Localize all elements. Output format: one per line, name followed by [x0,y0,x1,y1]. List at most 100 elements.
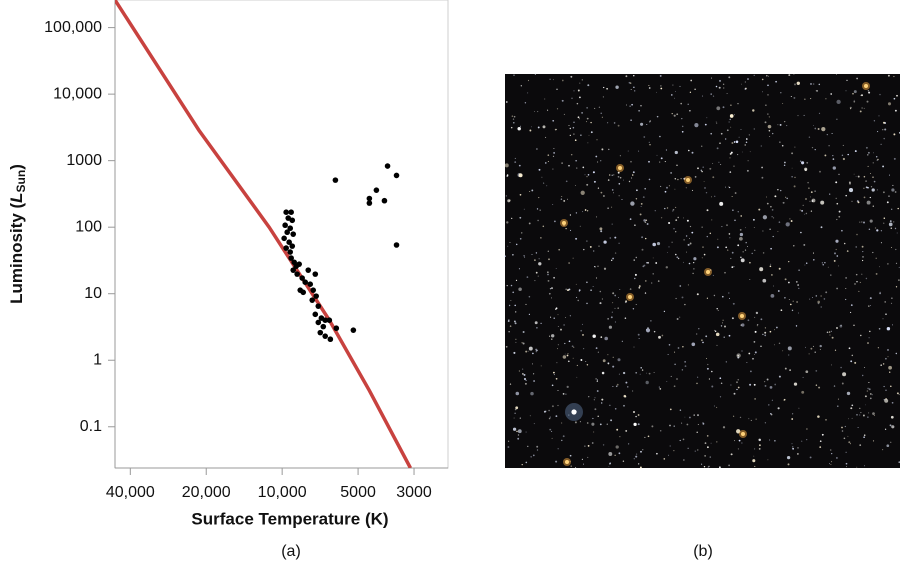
star [867,342,869,344]
star [791,443,793,445]
star [578,289,581,292]
star [506,285,508,287]
y-tick-label: 10,000 [53,85,102,102]
star [573,90,575,92]
star [729,157,731,159]
star [600,191,603,194]
star [741,442,743,444]
star [575,467,577,469]
star [606,87,608,90]
star [570,465,572,467]
star [730,384,732,386]
star [712,176,715,179]
star [764,334,767,337]
star [815,370,818,372]
star [509,241,511,244]
star [603,240,607,244]
star [555,415,558,418]
star [681,296,684,299]
star [887,349,889,351]
star [551,287,553,290]
star [720,132,723,135]
star [573,346,575,348]
x-tick-label: 10,000 [258,484,307,501]
star [651,425,654,428]
star [835,197,837,200]
star [513,351,516,354]
star [560,422,563,424]
star [536,349,538,352]
star [659,135,661,138]
star [633,75,635,77]
star-point [309,297,316,303]
star [876,229,879,232]
star [758,208,761,211]
star [768,116,770,118]
star [741,151,743,153]
star [576,102,579,105]
star [778,221,781,223]
star [846,250,849,252]
star [761,176,764,179]
star [862,414,865,417]
star [740,215,742,217]
star [723,336,725,338]
star [696,382,698,385]
star-point [393,242,400,248]
star [853,100,856,103]
star [682,438,685,441]
star [654,210,656,212]
star [762,252,765,254]
star [611,174,613,176]
star [614,236,617,239]
star-point [393,172,400,179]
star-point [300,289,307,296]
star [838,173,840,176]
star [708,465,710,468]
star [851,417,853,419]
star [579,96,581,99]
star [562,393,565,395]
star [623,394,627,398]
star [687,284,689,286]
star [531,253,533,256]
star [725,246,728,249]
star [607,122,609,124]
star [828,331,831,333]
star [853,99,855,101]
star [797,447,799,449]
star [511,217,513,220]
star [643,219,646,222]
star [612,302,614,304]
star [886,201,889,204]
star [540,365,542,367]
star [618,195,620,197]
star [710,442,712,444]
star [733,165,735,167]
star [525,379,527,382]
panel-caption: (a) [281,543,301,560]
star [632,308,635,310]
star [815,90,818,92]
star [833,385,836,387]
star [865,186,868,189]
star [527,79,530,82]
star [883,222,885,224]
star [787,463,790,466]
star [755,311,759,315]
star [632,171,635,174]
star [835,73,838,75]
star [665,149,667,151]
star [729,114,734,118]
star [529,415,531,417]
star [647,261,650,264]
star [671,241,673,243]
star [891,246,892,248]
star [639,213,642,216]
star [635,371,638,374]
star [726,92,728,95]
star [826,133,828,136]
star [670,172,672,174]
star [740,258,745,263]
